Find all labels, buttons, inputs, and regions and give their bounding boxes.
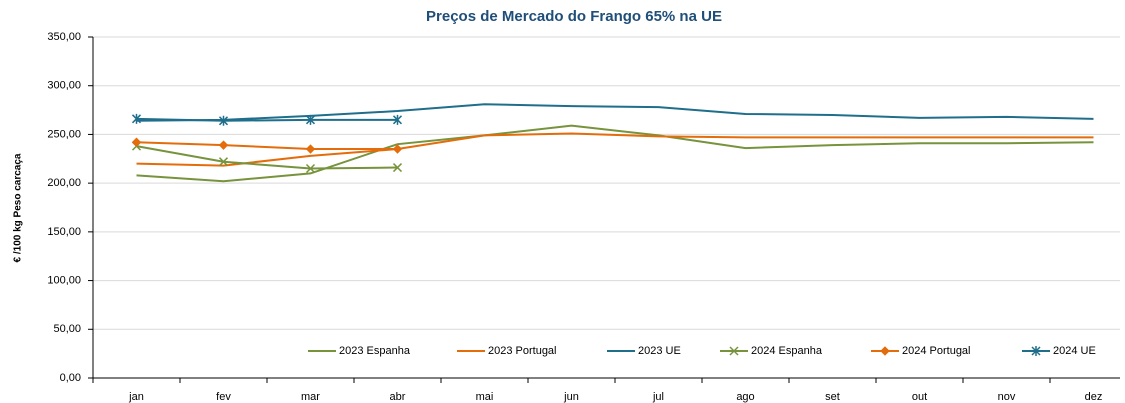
marker — [218, 140, 229, 150]
marker — [392, 163, 403, 173]
series-line — [136, 141, 398, 151]
marker — [392, 114, 403, 125]
legend-label: 2024 Portugal — [902, 345, 971, 357]
legend-label: 2024 UE — [1053, 345, 1096, 357]
series-line — [136, 132, 1094, 167]
x-tick-label: jan — [128, 391, 144, 403]
x-tick-label: dez — [1085, 391, 1103, 403]
marker — [880, 346, 890, 356]
y-tick-label: 150,00 — [47, 226, 81, 238]
marker — [1031, 346, 1041, 356]
x-tick-label: out — [912, 391, 927, 403]
marker — [392, 144, 403, 154]
series-line — [136, 124, 1094, 183]
marker — [305, 144, 316, 154]
y-tick-label: 100,00 — [47, 274, 81, 286]
x-tick-label: set — [825, 391, 840, 403]
y-tick-label: 0,00 — [60, 372, 81, 384]
y-tick-label: 250,00 — [47, 128, 81, 140]
series-line — [136, 117, 398, 122]
y-tick-label: 50,00 — [53, 323, 81, 335]
marker — [729, 346, 739, 356]
legend-label: 2023 Espanha — [339, 345, 411, 357]
y-tick-label: 350,00 — [47, 31, 81, 43]
x-tick-label: mai — [476, 391, 494, 403]
marker — [305, 114, 316, 125]
marker — [131, 113, 142, 124]
legend-label: 2023 Portugal — [488, 345, 557, 357]
series-line — [136, 145, 398, 170]
x-tick-label: mar — [301, 391, 320, 403]
x-tick-label: abr — [390, 391, 406, 403]
series-line — [136, 103, 1094, 122]
marker — [305, 163, 316, 174]
x-tick-label: jul — [652, 391, 664, 403]
marker — [218, 115, 229, 126]
marker — [131, 137, 142, 147]
x-tick-label: ago — [736, 391, 754, 403]
y-axis-label: € /100 kg Peso carcaça — [13, 153, 24, 262]
x-tick-label: fev — [216, 391, 231, 403]
marker — [218, 157, 229, 167]
chart-title: Preços de Mercado do Frango 65% na UE — [426, 8, 722, 25]
legend-label: 2024 Espanha — [751, 345, 823, 357]
x-tick-label: nov — [998, 391, 1016, 403]
x-tick-label: jun — [563, 391, 579, 403]
y-tick-label: 300,00 — [47, 80, 81, 92]
y-tick-label: 200,00 — [47, 177, 81, 189]
legend-label: 2023 UE — [638, 345, 681, 357]
